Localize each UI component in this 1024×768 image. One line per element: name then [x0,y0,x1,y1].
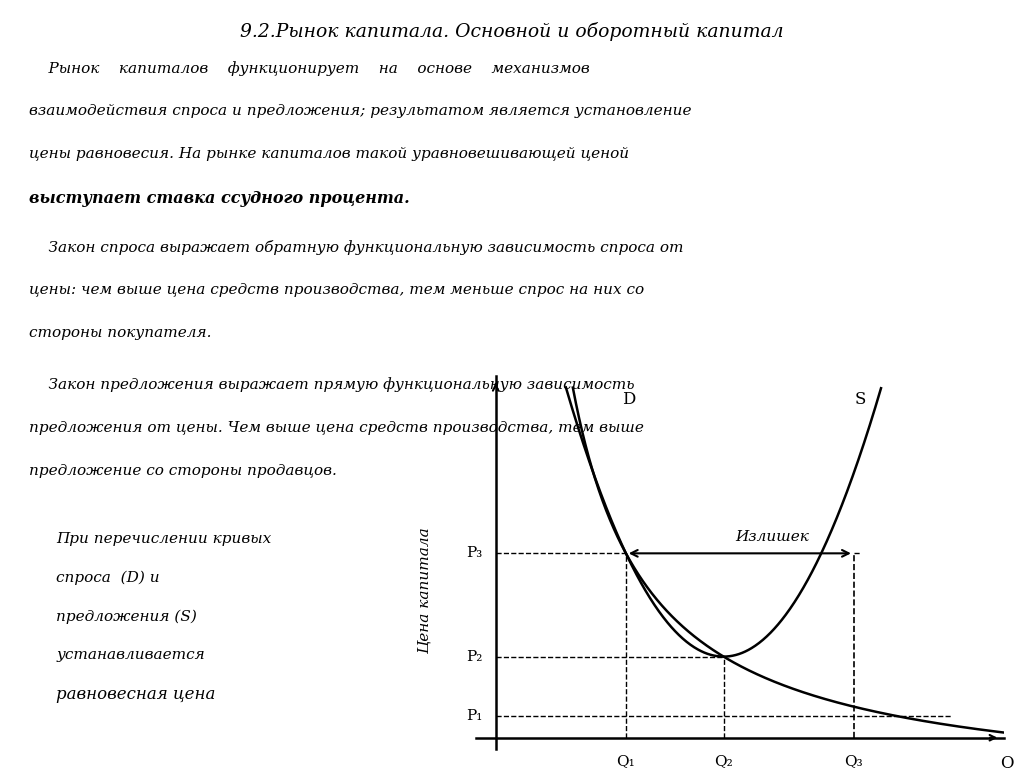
Text: 9.2.Рынок капитала. Основной и оборотный капитал: 9.2.Рынок капитала. Основной и оборотный… [241,22,783,41]
Text: D: D [623,391,636,408]
Text: Q₁: Q₁ [616,754,635,768]
Text: Q₃: Q₃ [845,754,863,768]
Text: выступает ставка ссудного процента.: выступает ставка ссудного процента. [29,190,410,207]
Text: S: S [855,391,866,408]
Text: стороны покупателя.: стороны покупателя. [29,326,211,340]
Text: P₃: P₃ [466,546,482,561]
Text: устанавливается: устанавливается [56,647,205,661]
Text: Излишек: Излишек [735,530,809,544]
Text: Закон предложения выражает прямую функциональную зависимость: Закон предложения выражает прямую функци… [29,378,634,392]
Text: предложение со стороны продавцов.: предложение со стороны продавцов. [29,464,337,478]
Text: При перечислении кривых: При перечислении кривых [56,532,271,546]
Text: Рынок    капиталов    функционирует    на    основе    механизмов: Рынок капиталов функционирует на основе … [29,61,590,76]
Text: P₁: P₁ [466,709,482,723]
Text: предложения от цены. Чем выше цена средств производства, тем выше: предложения от цены. Чем выше цена средс… [29,421,643,435]
Text: цены равновесия. На рынке капиталов такой уравновешивающей ценой: цены равновесия. На рынке капиталов тако… [29,147,629,161]
Text: равновесная цена: равновесная цена [56,686,216,703]
Text: цены: чем выше цена средств производства, тем меньше спрос на них со: цены: чем выше цена средств производства… [29,283,644,297]
Text: предложения (S): предложения (S) [56,609,198,624]
Text: P₂: P₂ [466,650,482,664]
Text: спроса  (D) и: спроса (D) и [56,571,160,585]
Text: Q₂: Q₂ [714,754,733,768]
Text: Цена капитала: Цена капитала [417,527,431,654]
Text: взаимодействия спроса и предложения; результатом является установление: взаимодействия спроса и предложения; рез… [29,104,691,118]
Text: Q: Q [1000,754,1014,768]
Text: Закон спроса выражает обратную функциональную зависимость спроса от: Закон спроса выражает обратную функциона… [29,240,683,255]
